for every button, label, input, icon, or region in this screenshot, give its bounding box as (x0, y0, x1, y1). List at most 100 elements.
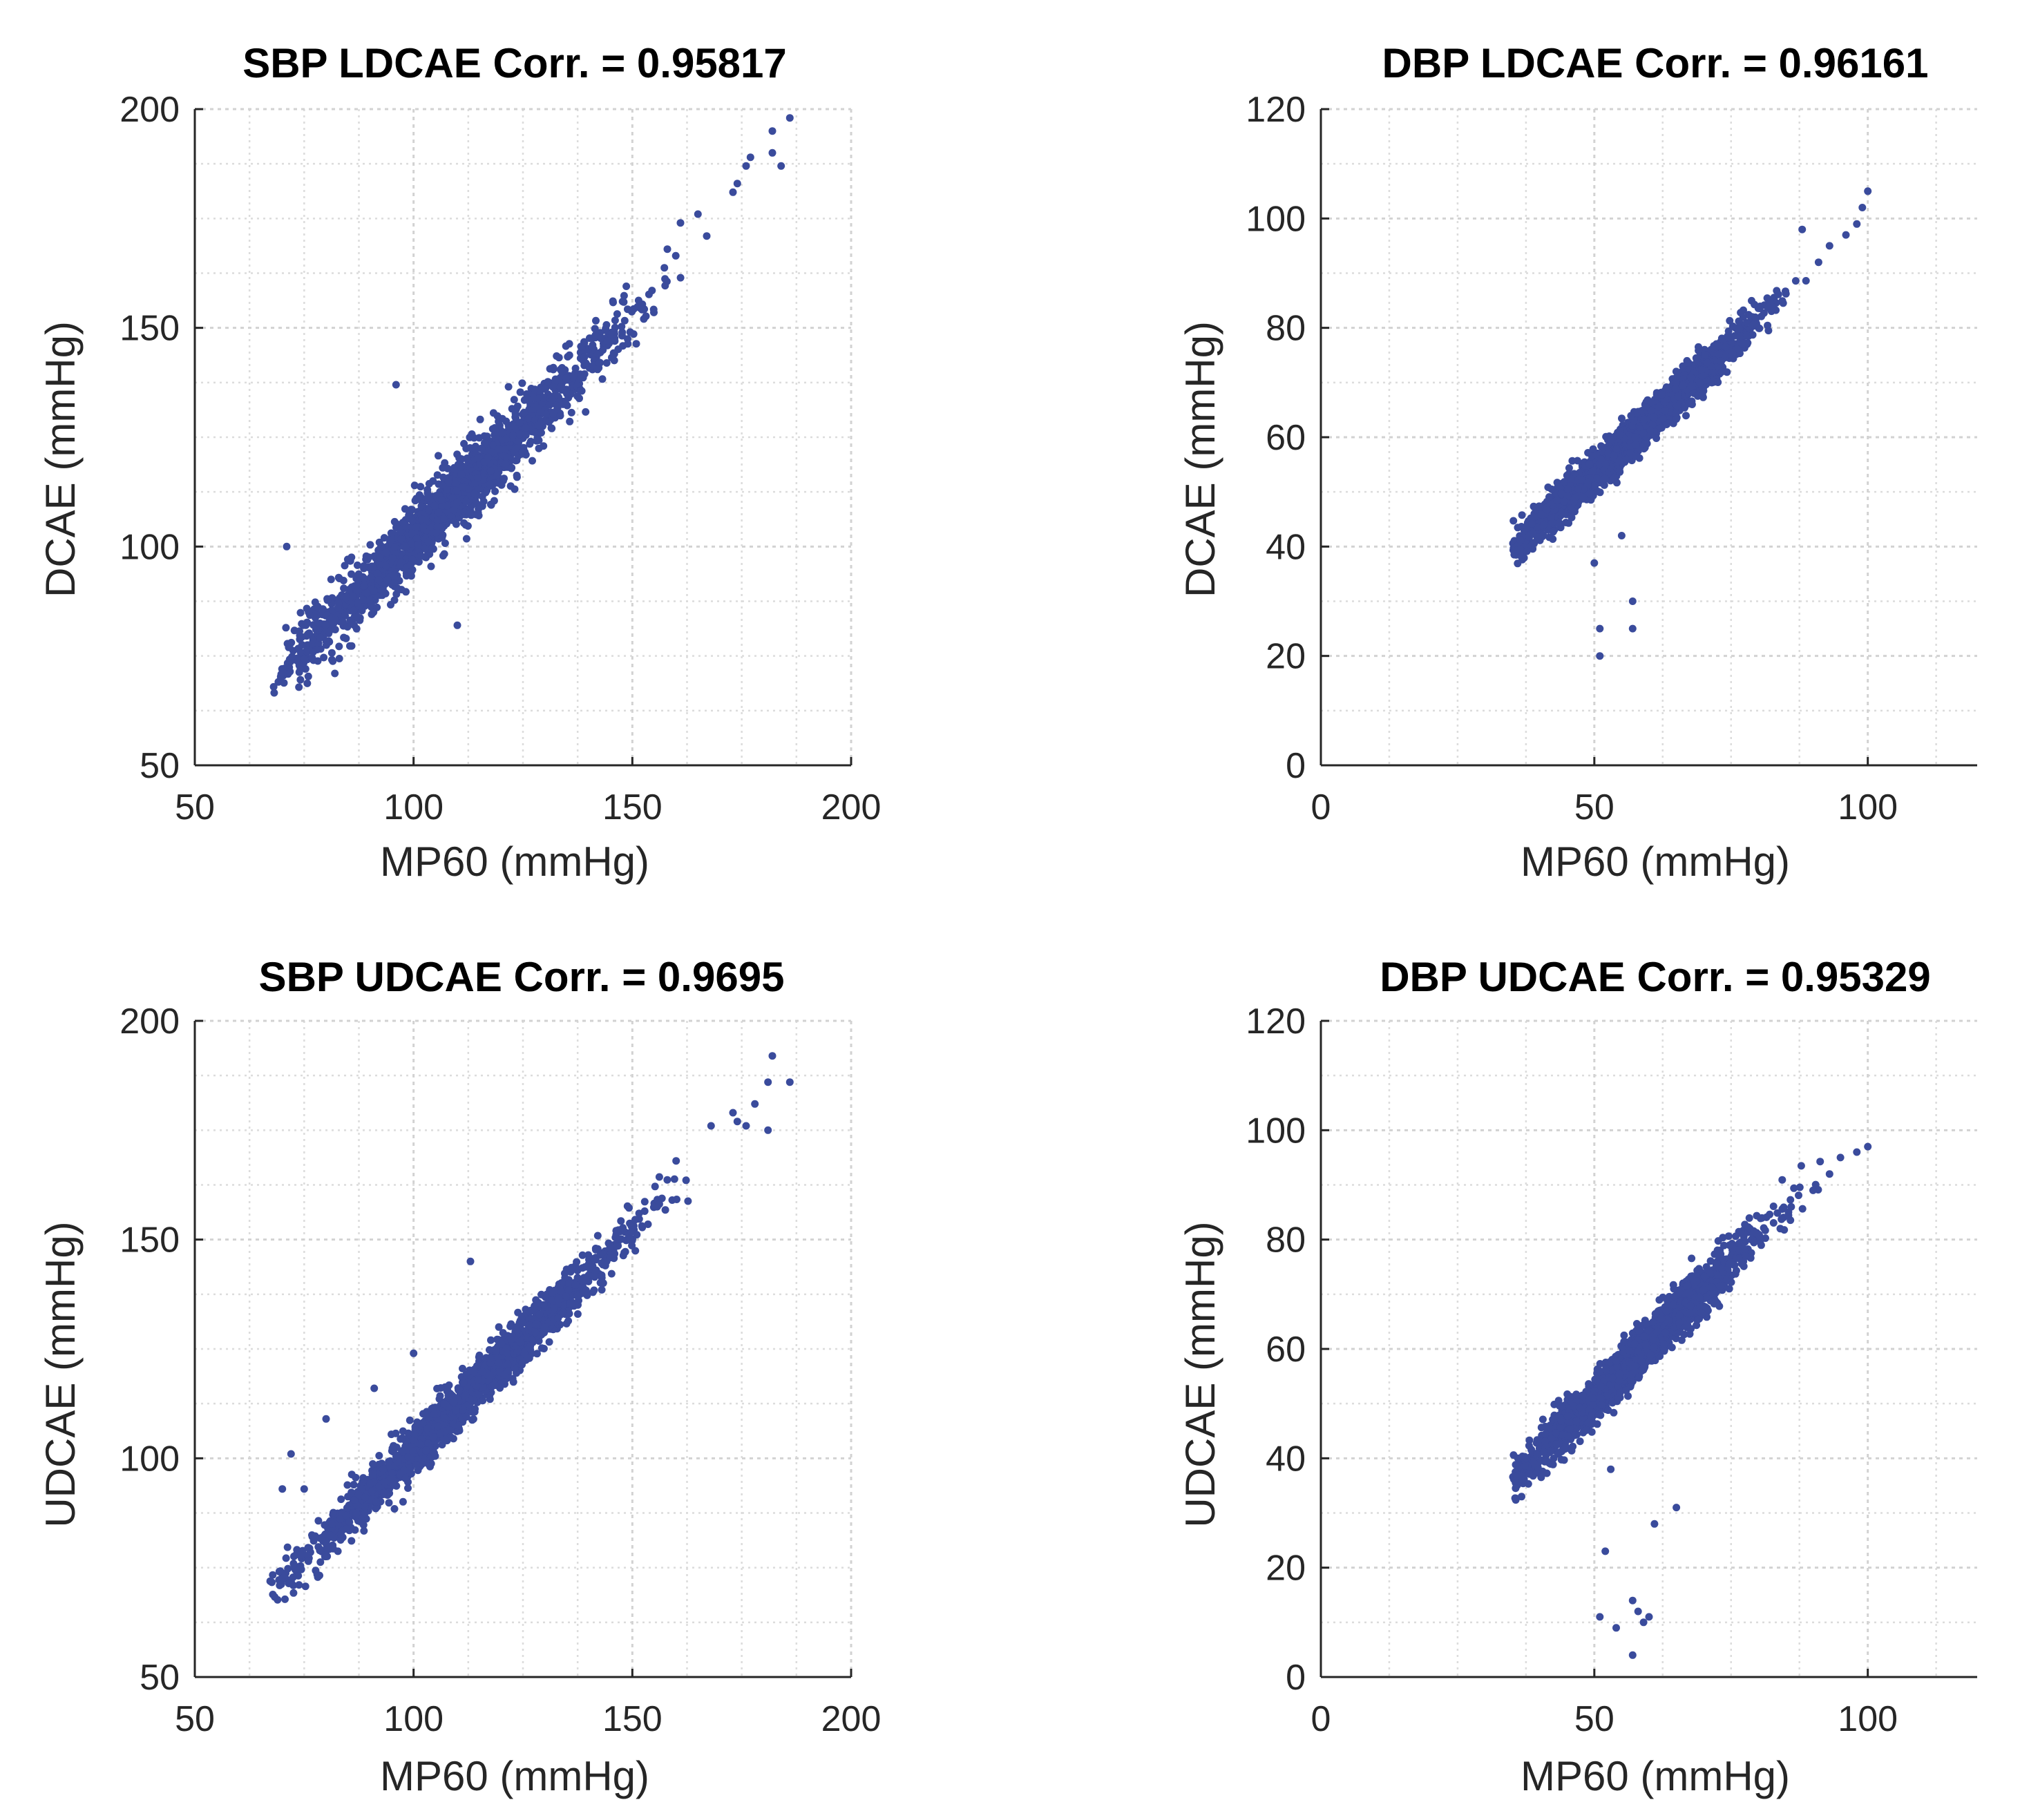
scatter-point (1514, 559, 1522, 568)
scatter-point (334, 573, 343, 582)
scatter-point (1864, 187, 1872, 195)
scatter-point (316, 1558, 325, 1567)
scatter-point (1715, 350, 1722, 358)
scatter-point (746, 153, 754, 162)
scatter-point (462, 535, 470, 543)
scatter-point (1684, 359, 1693, 367)
scatter-point (415, 491, 423, 499)
scatter-point (1555, 519, 1563, 527)
scatter-point (1557, 510, 1565, 518)
scatter-point (1711, 343, 1719, 351)
scatter-point (1639, 429, 1648, 437)
y-tick-label: 50 (140, 746, 180, 786)
scatter-point (1778, 297, 1786, 305)
x-tick-label: 100 (383, 787, 444, 827)
scatter-point (628, 1241, 636, 1249)
y-tick-label: 200 (120, 90, 180, 130)
scatter-point (1547, 485, 1556, 493)
scatter-point (768, 127, 776, 135)
scatter-point (327, 575, 335, 584)
scatter-point (401, 505, 409, 513)
x-tick-label: 0 (1311, 787, 1331, 827)
scatter-point (342, 634, 350, 642)
scatter-point (312, 625, 320, 633)
scatter-points (1509, 187, 1872, 660)
scatter-point (603, 337, 611, 345)
scatter-point (283, 542, 291, 550)
scatter-point (620, 316, 629, 325)
scatter-point (1591, 481, 1599, 490)
scatter-point (582, 359, 590, 367)
scatter-point (1751, 313, 1760, 321)
scatter-point (742, 162, 750, 170)
scatter-point (1617, 532, 1626, 539)
scatter-point (1695, 347, 1703, 355)
scatter-point (593, 1232, 602, 1240)
chart-title: DBP LDCAE Corr. = 0.96161 (1382, 40, 1929, 86)
scatter-point (397, 535, 406, 544)
scatter-point (626, 328, 634, 336)
scatter-point (301, 655, 309, 663)
scatter-point (1549, 528, 1557, 536)
scatter-point (385, 1499, 393, 1507)
scatter-point (322, 641, 330, 649)
scatter-point (427, 562, 435, 571)
scatter-point (515, 430, 524, 439)
scatter-point (375, 538, 383, 546)
scatter-point (290, 1552, 298, 1560)
scatter-point (1590, 559, 1599, 567)
scatter-point (502, 434, 511, 443)
scatter-point (545, 1338, 553, 1346)
chart-title: SBP UDCAE Corr. = 0.9695 (259, 954, 785, 1000)
scatter-point (363, 589, 371, 597)
scatter-point (513, 473, 521, 481)
scatter-point (1590, 468, 1597, 475)
scatter-point (1561, 497, 1569, 506)
scatter-point (506, 482, 515, 490)
scatter-point (473, 474, 482, 482)
scatter-point (440, 515, 448, 523)
scatter-point (425, 479, 433, 488)
scatter-point (288, 653, 296, 661)
scatter-point (676, 219, 685, 227)
scatter-point (328, 1520, 336, 1528)
scatter-point (1631, 433, 1639, 441)
scatter-point (303, 679, 312, 687)
scatter-point (461, 521, 470, 529)
scatter-point (1545, 493, 1553, 501)
panel-sbp-udcae: SBP UDCAE Corr. = 0.9695 MP60 (mmHg) UDC… (37, 954, 881, 1799)
scatter-point (408, 517, 417, 525)
y-tick-label: 20 (1266, 637, 1306, 677)
scatter-point (313, 1571, 321, 1578)
scatter-point (518, 448, 526, 456)
scatter-point (1751, 300, 1759, 309)
scatter-point (1589, 445, 1597, 453)
scatter-point (1673, 402, 1681, 410)
scatter-point (624, 340, 632, 348)
scatter-point (435, 508, 443, 517)
scatter-point (406, 1416, 414, 1424)
chart-title: SBP LDCAE Corr. = 0.95817 (242, 40, 787, 86)
x-axis-label: MP60 (mmHg) (380, 839, 649, 885)
scatter-point (450, 465, 458, 473)
scatter-point (634, 296, 642, 305)
grid (195, 108, 852, 765)
scatter-point (1640, 415, 1648, 423)
scatter-point (388, 554, 397, 562)
scatter-point (390, 517, 399, 526)
scatter-point (280, 679, 288, 687)
scatter-point (435, 452, 442, 460)
scatter-point (1568, 513, 1576, 521)
scatter-point (1717, 367, 1726, 376)
scatter-point (396, 562, 404, 570)
y-axis-label: DCAE (mmHg) (1177, 321, 1223, 597)
scatter-point (281, 1595, 289, 1603)
scatter-point (379, 586, 387, 595)
scatter-point (1701, 352, 1709, 360)
scatter-point (476, 415, 484, 423)
scatter-point (592, 316, 600, 325)
scatter-point (577, 343, 585, 351)
scatter-point (1518, 511, 1526, 519)
scatter-point (1632, 441, 1640, 449)
scatter-point (648, 287, 656, 295)
